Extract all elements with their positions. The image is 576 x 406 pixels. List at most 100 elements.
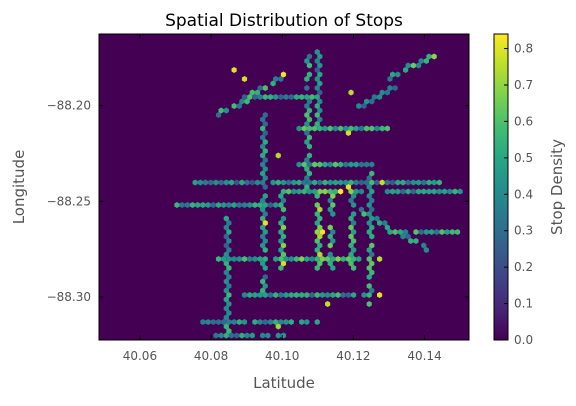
hex-bin: [382, 220, 388, 226]
hex-bin: [314, 103, 320, 109]
colorbar-tick-label: 0.7: [514, 78, 533, 92]
hex-bin: [226, 229, 232, 235]
hex-bin: [317, 179, 323, 186]
hex-bin: [249, 332, 255, 339]
y-tick-label: −88.20: [47, 99, 91, 113]
hex-bin: [239, 179, 245, 186]
hex-bin: [301, 125, 307, 132]
hex-bin: [304, 139, 310, 145]
hex-bin: [366, 184, 372, 190]
hex-bin: [351, 229, 357, 235]
hex-bin: [218, 107, 224, 114]
hex-bin: [317, 89, 323, 96]
hex-bin: [314, 202, 320, 208]
hex-bin: [366, 220, 372, 226]
hex-bin: [208, 179, 214, 186]
hex-bin: [314, 229, 320, 235]
hex-bin: [306, 98, 313, 105]
hex-bin: [317, 80, 323, 87]
hex-bin: [273, 94, 279, 100]
hex-bin: [322, 161, 328, 168]
hex-bin: [345, 184, 352, 190]
hex-bin: [223, 332, 229, 339]
hex-bin: [197, 179, 203, 186]
hex-bin: [283, 256, 289, 262]
hex-bin: [330, 202, 336, 208]
hex-bin: [223, 287, 229, 294]
hex-bin: [262, 202, 268, 208]
y-axis-label: Longitude: [10, 150, 28, 225]
hex-bin: [200, 319, 206, 325]
colorbar: [493, 33, 509, 341]
hex-bin: [306, 107, 313, 114]
hex-bin: [330, 292, 336, 298]
hex-bin: [376, 94, 383, 100]
hex-bin: [364, 161, 370, 168]
hex-bin: [278, 76, 284, 82]
hex-bin: [273, 202, 279, 208]
hex-bin: [221, 319, 227, 325]
hex-bin: [312, 125, 318, 132]
hex-bin: [236, 202, 242, 208]
hex-bin: [366, 211, 372, 217]
plot-frame: [98, 33, 470, 341]
hex-bin: [267, 94, 274, 100]
hex-bin: [314, 292, 320, 298]
hex-bin: [351, 247, 357, 253]
hex-bin: [275, 332, 281, 339]
hex-bin: [389, 71, 396, 78]
hex-bin: [260, 260, 266, 267]
hex-bin: [283, 319, 289, 325]
hex-bin: [304, 157, 310, 163]
hex-bin: [332, 125, 339, 132]
hex-bin: [317, 215, 323, 222]
hex-bin: [213, 332, 219, 339]
hex-bin: [371, 94, 377, 100]
hex-bin: [447, 188, 453, 195]
hex-bin: [226, 292, 232, 298]
hex-bin: [312, 188, 318, 195]
hex-bin: [400, 233, 406, 240]
hex-bin: [262, 121, 268, 127]
hex-bin: [244, 332, 250, 339]
hex-bin: [241, 256, 248, 262]
hex-bin: [314, 211, 320, 217]
hex-bin: [262, 85, 268, 91]
hex-bin: [223, 296, 229, 303]
hex-bin: [241, 292, 248, 298]
hex-bin: [343, 179, 349, 186]
hex-bin: [304, 121, 310, 127]
hex-bin: [257, 256, 263, 262]
hex-bin: [395, 179, 401, 186]
hex-bin: [454, 229, 461, 235]
hex-bin: [312, 179, 318, 186]
hex-bin: [330, 265, 336, 271]
hex-bin: [400, 179, 406, 186]
hex-bin: [304, 166, 310, 172]
hex-bin: [252, 292, 258, 298]
hex-bin: [304, 58, 310, 64]
hex-bin: [369, 287, 375, 294]
hex-bin: [262, 229, 268, 235]
hex-bin: [426, 53, 432, 60]
hex-bin: [304, 130, 310, 136]
hex-bin: [244, 179, 250, 186]
hex-bin: [351, 193, 357, 199]
hex-bin: [366, 175, 372, 181]
hex-bin: [348, 89, 354, 96]
hex-bin: [322, 179, 328, 186]
hex-bin: [306, 152, 313, 159]
hex-bin: [410, 188, 416, 195]
hex-bin: [278, 220, 284, 226]
hex-bin: [260, 116, 266, 123]
hex-bin: [231, 202, 237, 208]
hex-bin: [280, 251, 287, 258]
hex-bin: [366, 247, 372, 253]
colorbar-tick-label: 0.5: [514, 151, 533, 165]
hex-bin: [239, 98, 245, 105]
hex-bin: [351, 220, 357, 226]
hex-bin: [226, 265, 232, 271]
hex-bin: [241, 202, 248, 208]
hex-bin: [423, 58, 429, 64]
